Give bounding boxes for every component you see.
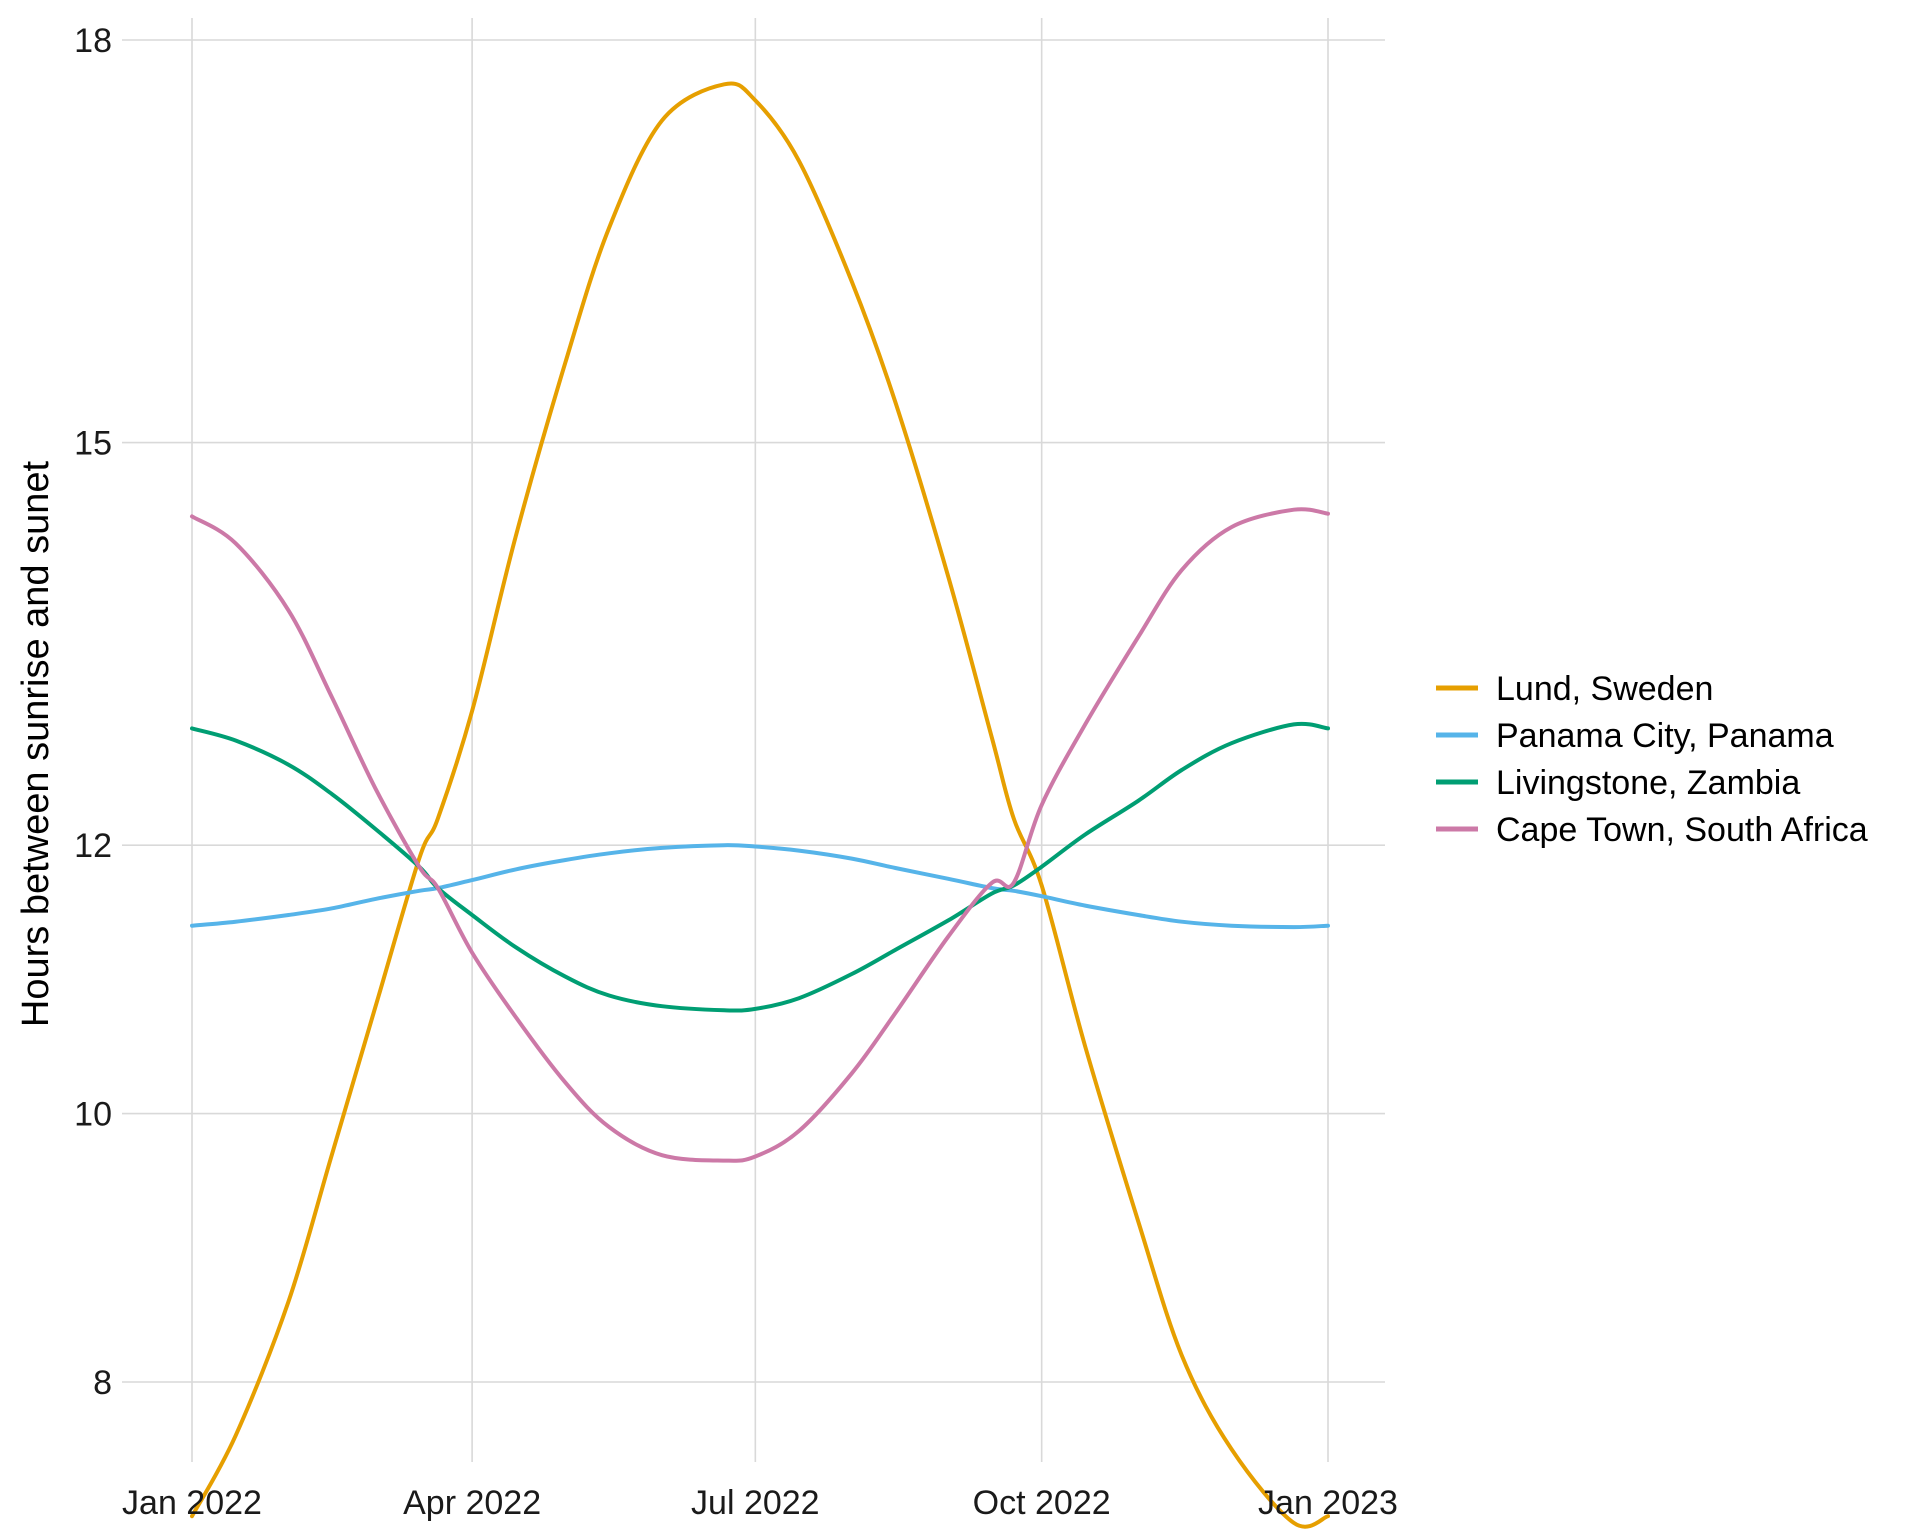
y-axis-title: Hours between sunrise and sunet	[15, 460, 57, 1027]
y-axis-ticks: 8 10 12 15 18	[74, 22, 112, 1402]
legend-label: Panama City, Panama	[1496, 717, 1834, 755]
legend-item: Lund, Sweden	[1436, 670, 1713, 708]
series-lines	[190, 81, 1330, 1529]
series-line-livingstone-zambia	[190, 721, 1330, 1013]
series-line-lund-sweden	[190, 81, 1330, 1529]
x-tick-label: Jan 2022	[122, 1484, 262, 1522]
grid	[122, 18, 1385, 1462]
x-tick-label: Jan 2023	[1258, 1484, 1398, 1522]
x-tick-label: Jul 2022	[691, 1484, 820, 1522]
y-tick-label: 8	[93, 1364, 112, 1402]
legend: Lund, Sweden Panama City, Panama Livingsto…	[1436, 670, 1868, 849]
y-tick-label: 12	[74, 827, 112, 865]
y-tick-label: 15	[74, 425, 112, 463]
series-line-panama-city-panama	[190, 843, 1330, 930]
x-axis-ticks: Jan 2022 Apr 2022 Jul 2022 Oct 2022 Jan 2023	[122, 1484, 1398, 1522]
legend-label: Lund, Sweden	[1496, 670, 1713, 708]
legend-item: Panama City, Panama	[1436, 717, 1834, 755]
legend-item: Livingstone, Zambia	[1436, 764, 1800, 802]
y-tick-label: 18	[74, 22, 112, 60]
x-tick-label: Apr 2022	[403, 1484, 541, 1522]
x-tick-label: Oct 2022	[973, 1484, 1111, 1522]
legend-label: Cape Town, South Africa	[1496, 811, 1868, 849]
y-tick-label: 10	[74, 1096, 112, 1134]
series-line-cape-town-south-africa	[190, 507, 1330, 1163]
legend-item: Cape Town, South Africa	[1436, 811, 1868, 849]
legend-label: Livingstone, Zambia	[1496, 764, 1800, 802]
